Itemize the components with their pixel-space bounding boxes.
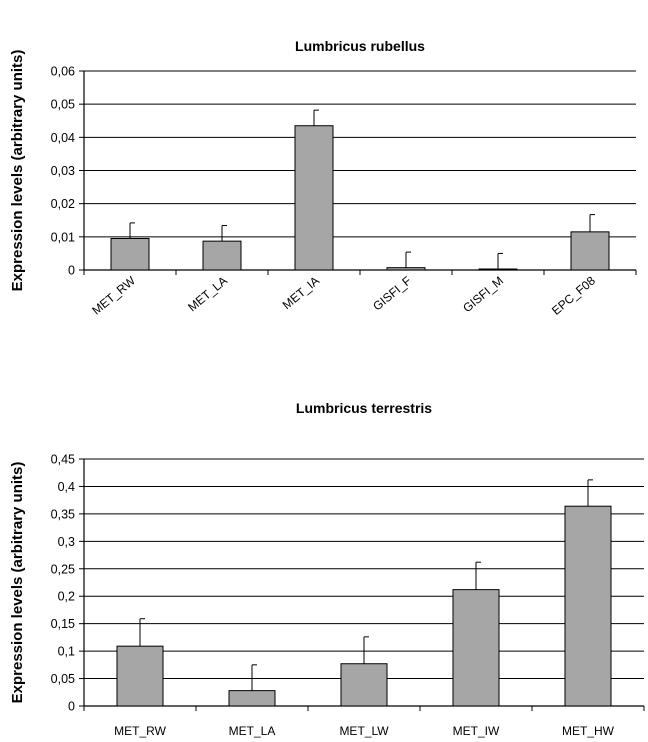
- y-axis-label: Expression levels (arbitrary units): [9, 50, 26, 292]
- y-tick-label: 0,04: [51, 131, 75, 145]
- bar-met-ia: [294, 125, 334, 271]
- y-tick-label: 0,1: [58, 645, 75, 659]
- bar-met-la: [202, 240, 242, 271]
- bar-gisfi-f: [386, 267, 426, 271]
- x-category-label: MET_LA: [185, 274, 230, 315]
- x-category-label: MET_IW: [453, 724, 500, 738]
- y-tick-label: 0,25: [51, 562, 75, 576]
- y-tick-label: 0,35: [51, 507, 75, 521]
- y-tick-label: 0,15: [51, 617, 75, 631]
- bar-gisfi-m: [478, 268, 518, 271]
- chart-rubellus: Lumbricus rubellus Expression levels (arb…: [9, 38, 637, 318]
- y-tick-label: 0,05: [51, 672, 75, 686]
- y-tick-label: 0,05: [51, 98, 75, 112]
- bar-met-rw: [116, 645, 164, 707]
- y-tick-label: 0,2: [58, 590, 75, 604]
- chart-terrestris: Lumbricus terrestris Expression levels (a…: [9, 400, 645, 738]
- y-tick-label: 0,01: [51, 230, 75, 244]
- chart-panel-rubellus: Lumbricus rubellus Expression levels (arb…: [0, 0, 648, 360]
- bar-met-iw: [452, 589, 500, 707]
- y-tick-label: 0,06: [51, 65, 75, 79]
- x-category-label: MET_IA: [280, 274, 322, 313]
- chart-title: Lumbricus rubellus: [295, 38, 425, 54]
- x-category-label: EPC_F08: [549, 273, 598, 317]
- bar-met-hw: [564, 505, 612, 707]
- bar-met-rw: [110, 237, 150, 271]
- x-category-label: MET_RW: [114, 724, 166, 738]
- chart-title: Lumbricus terrestris: [296, 400, 432, 416]
- x-category-label: MET_LA: [229, 724, 276, 738]
- y-tick-label: 0,4: [58, 480, 75, 494]
- x-category-label: MET_HW: [562, 724, 615, 738]
- x-category-label: MET_RW: [89, 273, 138, 317]
- y-tick-label: 0,03: [51, 164, 75, 178]
- bar-met-lw: [340, 663, 388, 707]
- bar-met-la: [228, 690, 276, 707]
- y-tick-label: 0: [68, 700, 75, 714]
- x-category-label: MET_LW: [339, 724, 389, 738]
- y-tick-label: 0,45: [51, 453, 75, 467]
- y-axis-label: Expression levels (arbitrary units): [9, 462, 26, 704]
- x-category-label: GISFI_F: [370, 274, 414, 314]
- x-category-label: GISFI_M: [460, 274, 506, 316]
- y-tick-label: 0,3: [58, 535, 75, 549]
- bar-epc-f08: [570, 231, 610, 271]
- y-tick-label: 0,02: [51, 197, 75, 211]
- y-tick-label: 0: [68, 264, 75, 278]
- chart-panel-terrestris: Lumbricus terrestris Expression levels (a…: [0, 380, 648, 742]
